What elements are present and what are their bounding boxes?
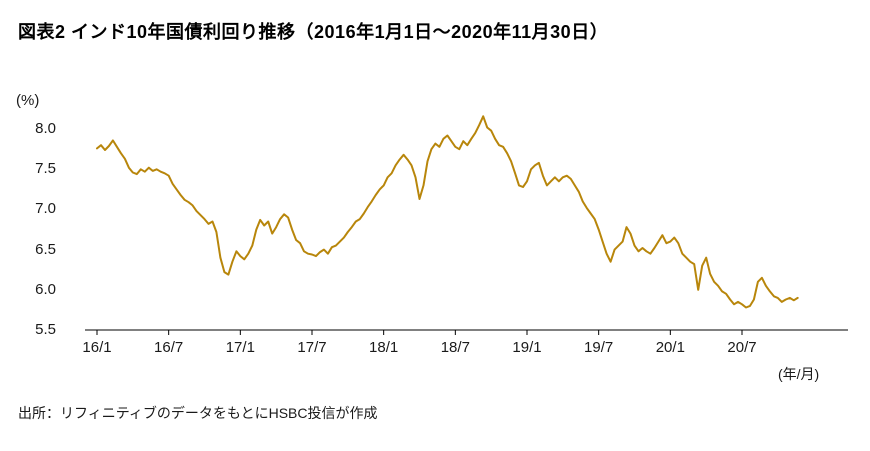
x-tick-label: 16/1 bbox=[82, 339, 112, 356]
x-tick-label: 16/7 bbox=[154, 339, 184, 356]
x-tick-label: 19/1 bbox=[512, 339, 542, 356]
x-tick-label: 17/7 bbox=[297, 339, 327, 356]
y-tick-label: 6.0 bbox=[35, 280, 56, 298]
chart-title: 図表2 インド10年国債利回り推移（2016年1月1日〜2020年11月30日） bbox=[18, 22, 609, 42]
y-tick-label: 7.0 bbox=[35, 200, 56, 218]
x-tick-label: 18/7 bbox=[440, 339, 470, 356]
x-tick-label: 17/1 bbox=[225, 339, 255, 356]
y-tick-label: 5.5 bbox=[35, 321, 56, 338]
x-tick-label: 19/7 bbox=[584, 339, 614, 356]
y-axis-unit-label: (%) bbox=[16, 92, 40, 109]
y-tick-label: 6.5 bbox=[35, 240, 56, 258]
x-tick-label: 20/7 bbox=[727, 339, 757, 356]
y-tick-label: 8.0 bbox=[35, 120, 56, 138]
x-tick-label: 20/1 bbox=[655, 339, 685, 356]
x-tick-label: 18/1 bbox=[369, 339, 399, 356]
x-axis-unit-label: (年/月) bbox=[778, 366, 820, 382]
source-note: 出所：リフィニティブのデータをもとにHSBC投信が作成 bbox=[18, 405, 378, 421]
yield-series-line bbox=[96, 115, 799, 309]
y-tick-label: 7.5 bbox=[35, 160, 56, 178]
